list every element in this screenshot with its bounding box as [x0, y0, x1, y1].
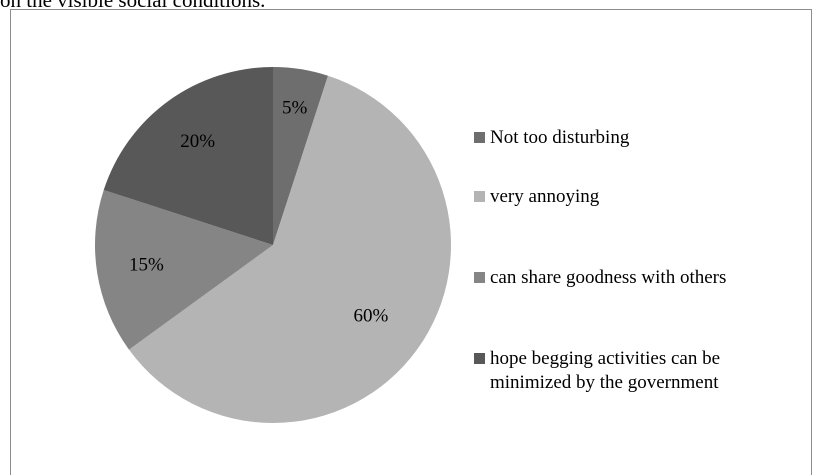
legend-item-hope-begging-minimized: hope begging activities can be minimized…: [474, 347, 774, 395]
legend-label: can share goodness with others: [490, 267, 727, 288]
pie-data-label: 5%: [282, 97, 308, 118]
legend-item-can-share-goodness: can share goodness with others: [474, 266, 774, 290]
legend-label: very annoying: [490, 186, 600, 207]
chart-frame: 5% 60% 15% 20% Not too disturbing very anno…: [10, 9, 812, 475]
legend-swatch-icon: [474, 353, 485, 364]
pie-data-label: 20%: [180, 131, 215, 152]
pie-chart: 5% 60% 15% 20%: [95, 67, 451, 423]
legend-item-not-too-disturbing: Not too disturbing: [474, 126, 774, 150]
legend-label: hope begging activities can be minimized…: [490, 348, 721, 393]
pie-data-label: 15%: [129, 255, 164, 276]
legend-label: Not too disturbing: [490, 127, 630, 148]
legend-swatch-icon: [474, 191, 485, 202]
legend-swatch-icon: [474, 272, 485, 283]
pie-data-label: 60%: [354, 306, 389, 327]
pie-slice-1: [128, 75, 451, 423]
legend-item-very-annoying: very annoying: [474, 185, 774, 209]
legend-swatch-icon: [474, 132, 485, 143]
pie-labels: 5% 60% 15% 20%: [129, 97, 389, 326]
pie-slices: [95, 67, 451, 423]
pie-slice-3: [103, 67, 273, 245]
pie-slice-0: [273, 67, 329, 245]
pie-slice-2: [95, 189, 273, 350]
